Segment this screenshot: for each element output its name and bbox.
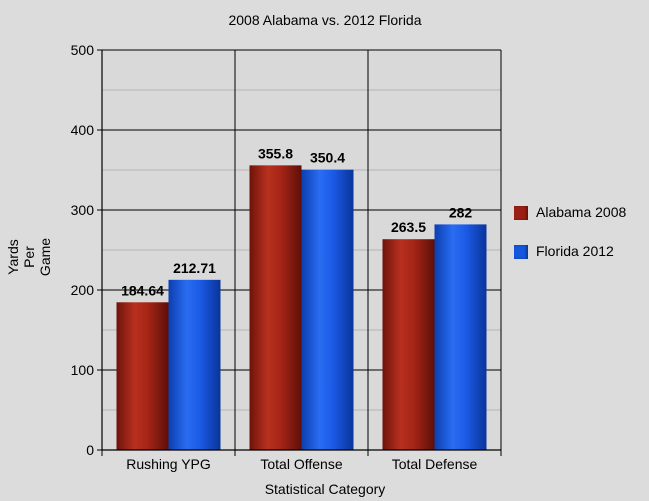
y-tick-label: 500 [71, 42, 95, 58]
bar-alabama-2008 [382, 239, 435, 450]
y-axis-label-line-2: Per [21, 246, 37, 268]
legend-item-florida-2012: Florida 2012 [514, 243, 644, 260]
bar-florida-2012 [301, 169, 354, 450]
legend-item-alabama-2008: Alabama 2008 [514, 204, 644, 221]
x-tick-label: Total Defense [392, 456, 478, 472]
data-label: 184.64 [121, 282, 164, 298]
x-tick-label: Rushing YPG [126, 456, 211, 472]
data-label: 212.71 [173, 260, 216, 276]
legend-swatch-florida-2012 [514, 245, 528, 259]
y-axis-label-line-1: Yards [5, 239, 21, 275]
data-label: 263.5 [391, 219, 426, 235]
data-label: 355.8 [258, 145, 293, 161]
legend-swatch-alabama-2008 [514, 206, 528, 220]
bar-florida-2012 [434, 224, 487, 450]
data-label: 350.4 [310, 150, 345, 166]
y-axis-label-line-3: Game [37, 238, 53, 276]
data-label: 282 [449, 204, 473, 220]
bar-alabama-2008 [249, 165, 302, 451]
legend-label-florida-2012: Florida 2012 [536, 243, 614, 259]
x-axis-label: Statistical Category [265, 481, 386, 497]
y-tick-label: 400 [71, 122, 95, 138]
legend: Alabama 2008 Florida 2012 [514, 204, 644, 282]
bar-florida-2012 [168, 279, 221, 450]
bar-alabama-2008 [116, 302, 169, 450]
y-tick-label: 300 [71, 202, 95, 218]
chart-title: 2008 Alabama vs. 2012 Florida [228, 12, 421, 28]
x-tick-label: Total Offense [260, 456, 342, 472]
legend-label-alabama-2008: Alabama 2008 [536, 204, 627, 220]
y-tick-label: 200 [71, 282, 95, 298]
y-tick-label: 0 [86, 442, 94, 458]
y-tick-label: 100 [71, 362, 95, 378]
